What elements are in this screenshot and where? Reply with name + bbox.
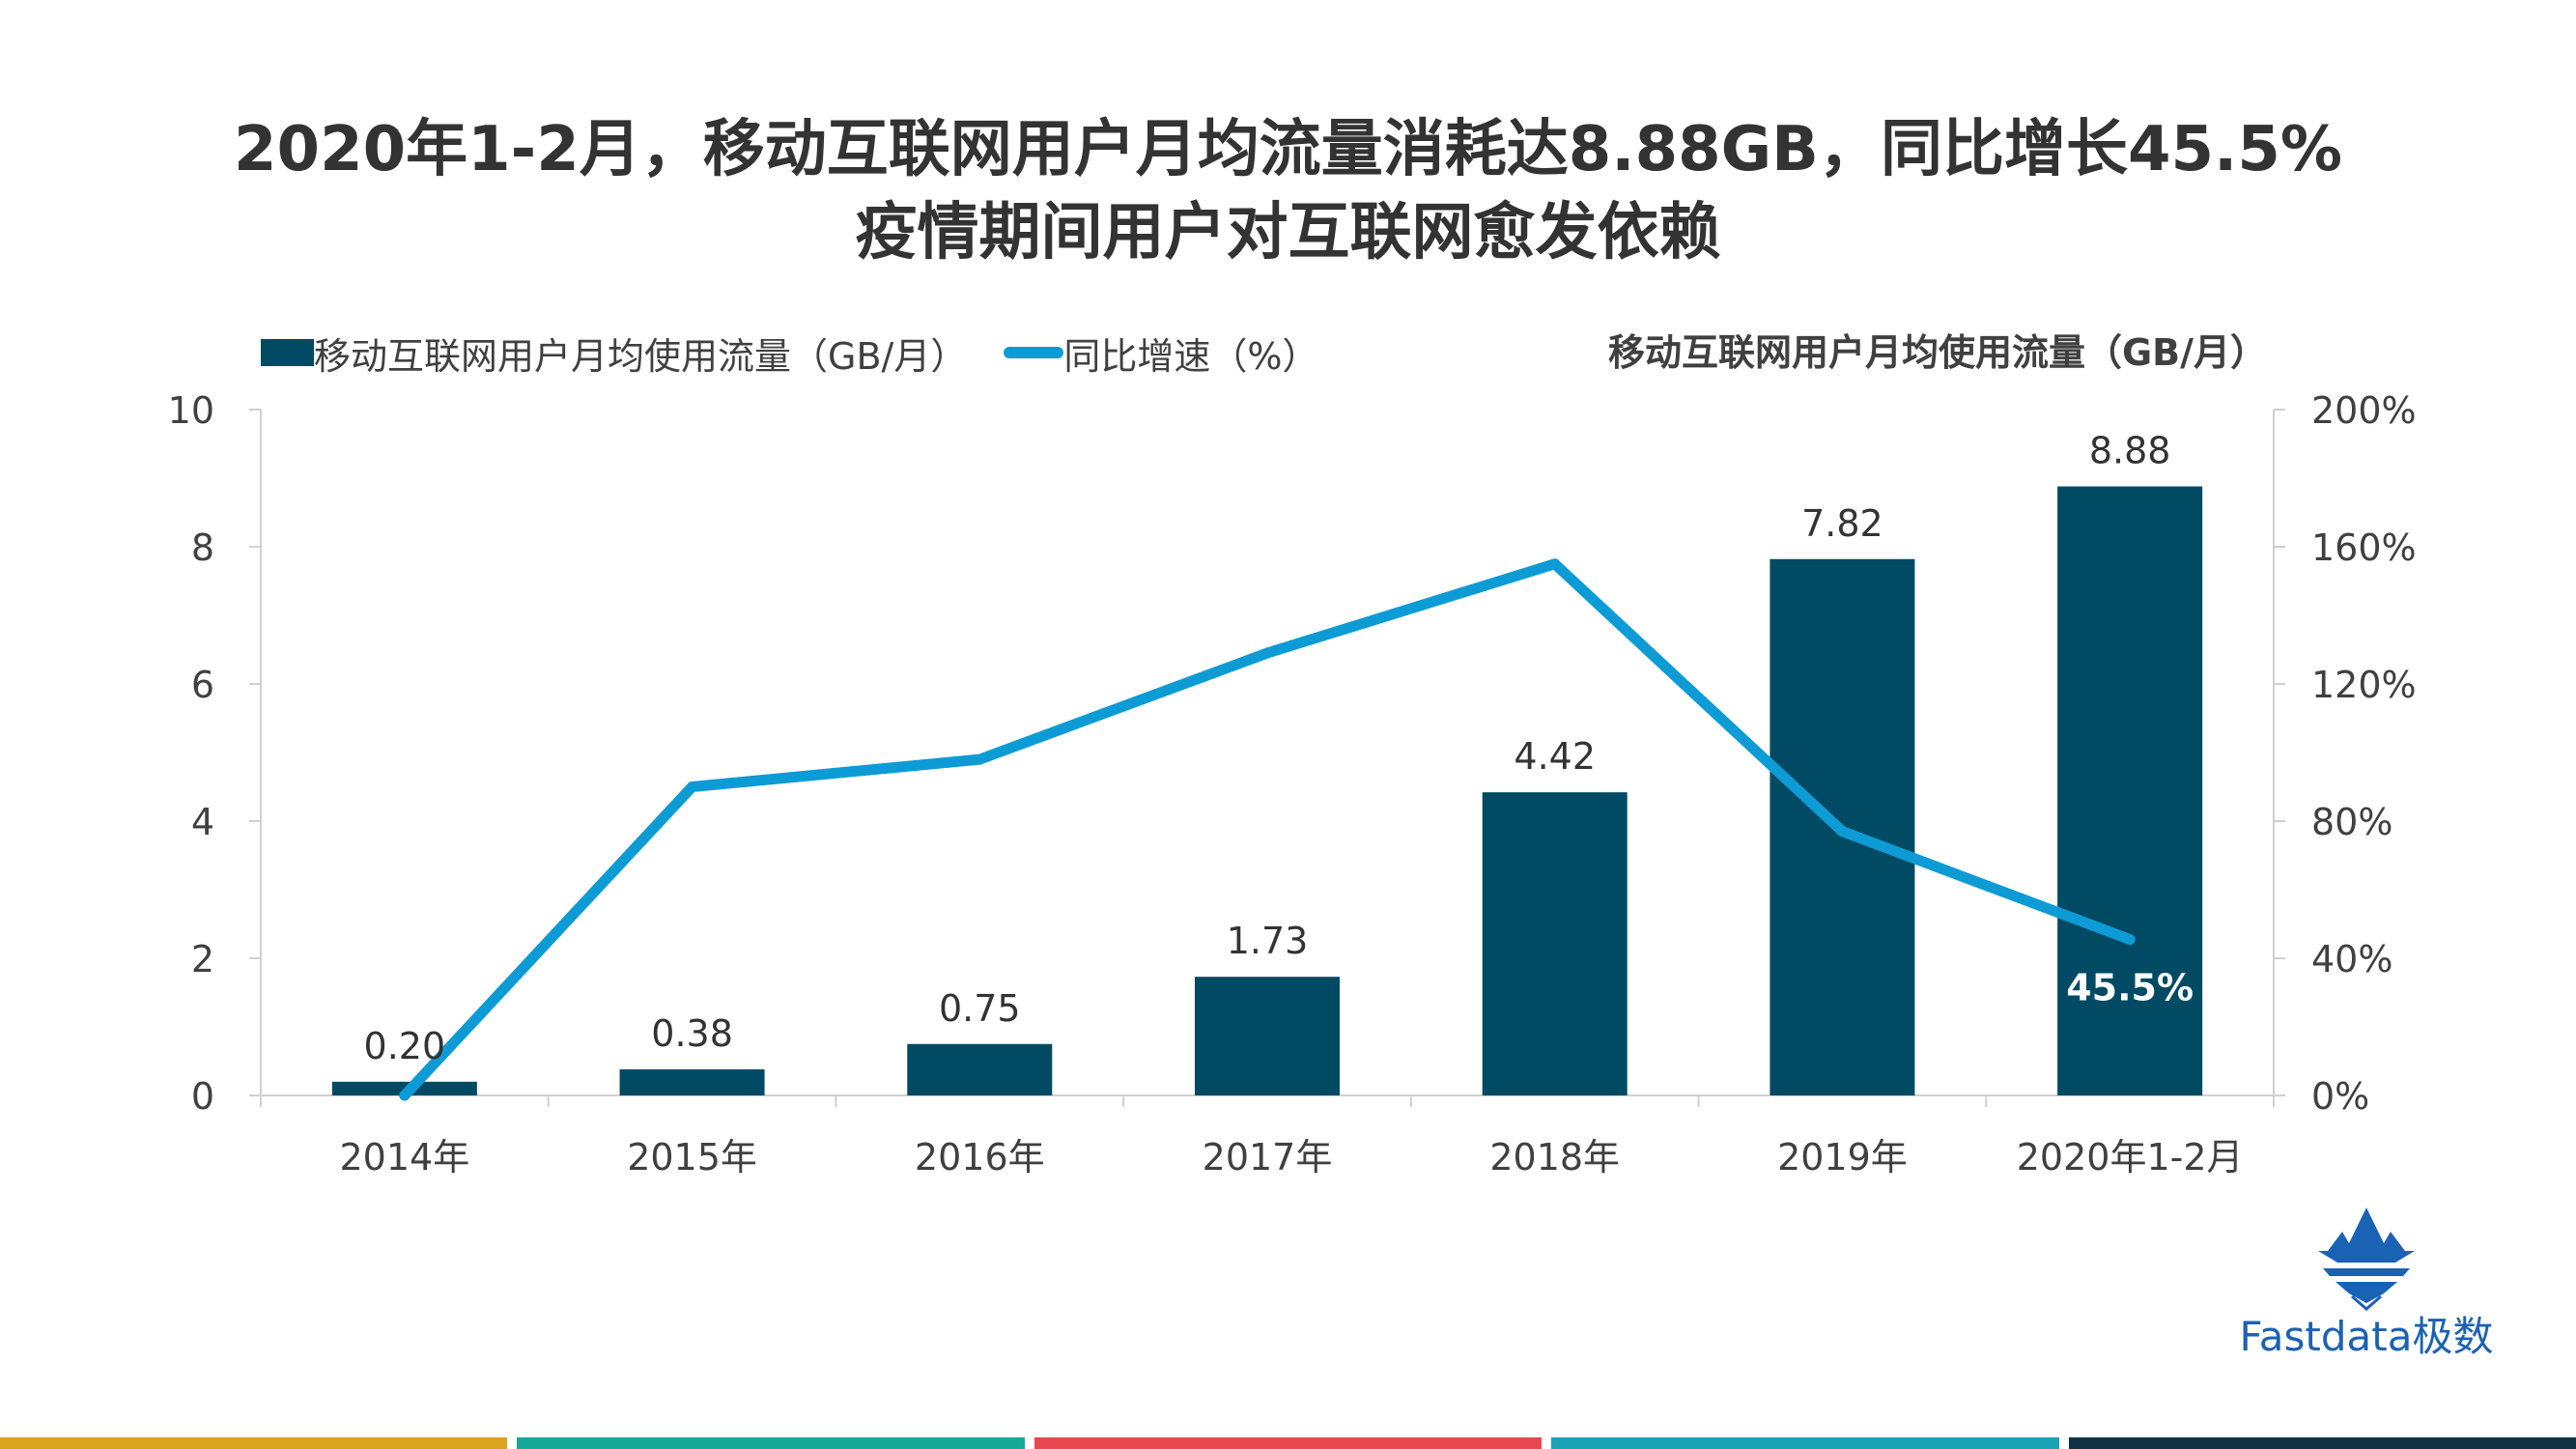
x-tick-label: 2014年 xyxy=(339,1136,469,1179)
bars xyxy=(331,486,2203,1095)
bar-data-label: 0.75 xyxy=(939,987,1021,1030)
bar xyxy=(619,1069,765,1095)
growth-rate-point xyxy=(2124,933,2136,945)
legend-line-swatch xyxy=(1004,347,1064,358)
legend: 移动互联网用户月均使用流量（GB/月） 同比增速（%） xyxy=(261,330,1355,378)
line-data-label: 45.5% xyxy=(2066,966,2194,1009)
right-axis-title: 移动互联网用户月均使用流量（GB/月） xyxy=(1607,331,2267,374)
bar-data-label: 1.73 xyxy=(1227,920,1309,962)
growth-rate-point xyxy=(1836,826,1848,838)
x-tick-label: 2018年 xyxy=(1489,1136,1620,1179)
growth-rate-point xyxy=(974,753,985,765)
footer-color-segment xyxy=(0,1437,508,1449)
data-labels: 0.20 0.38 0.75 1.73 4.42 7.82 8.88 45.5% xyxy=(364,430,2194,1067)
title-line-1: 2020年1-2月，移动互联网用户月均流量消耗达8.88GB，同比增长45.5% xyxy=(234,114,2342,185)
axes: 0 2 4 6 8 10 0% 40% 80% 120% 160% 200% 2014年 2015年 201… xyxy=(168,389,2417,1179)
left-tick-label: 6 xyxy=(191,664,214,706)
right-tick-label: 160% xyxy=(2311,526,2417,569)
x-tick-label: 2016年 xyxy=(915,1136,1045,1179)
growth-rate-point xyxy=(399,1090,410,1101)
bar xyxy=(1482,792,1628,1095)
legend-bar-swatch xyxy=(261,339,314,366)
left-tick-label: 4 xyxy=(191,801,214,843)
legend-bar-label: 移动互联网用户月均使用流量（GB/月） xyxy=(314,334,968,378)
bar-data-label: 0.38 xyxy=(651,1012,733,1055)
footer-color-segment xyxy=(2068,1437,2576,1449)
right-tick-label: 0% xyxy=(2311,1075,2369,1118)
legend-item-line: 同比增速（%） xyxy=(1004,327,1318,380)
bar-data-label: 0.20 xyxy=(364,1025,446,1067)
x-tick-label: 2017年 xyxy=(1203,1136,1333,1179)
left-tick-label: 8 xyxy=(191,526,214,569)
right-tick-label: 200% xyxy=(2311,389,2417,432)
legend-item-bar: 移动互联网用户月均使用流量（GB/月） xyxy=(261,327,967,380)
footer-color-segment xyxy=(1551,1437,2059,1449)
fastdata-logo-icon xyxy=(2318,1208,2415,1311)
bar-data-label: 8.88 xyxy=(2089,430,2171,472)
bar-data-label: 7.82 xyxy=(1801,502,1883,545)
growth-line-group xyxy=(399,558,2136,1101)
right-tick-label: 120% xyxy=(2311,664,2417,706)
bar-data-label: 4.42 xyxy=(1514,735,1596,778)
logo-text: Fastdata极数 xyxy=(2239,1313,2494,1360)
x-tick-label: 2015年 xyxy=(627,1136,757,1179)
chart-title: 2020年1-2月，移动互联网用户月均流量消耗达8.88GB，同比增长45.5%… xyxy=(0,108,2576,274)
footer-color-segment xyxy=(1033,1437,1543,1449)
x-tick-label: 2020年1-2月 xyxy=(2017,1136,2244,1179)
left-tick-label: 0 xyxy=(191,1075,214,1118)
title-line-2: 疫情期间用户对互联网愈发依赖 xyxy=(855,197,1721,269)
bar xyxy=(1195,977,1340,1095)
left-tick-label: 2 xyxy=(191,938,214,980)
legend-line-label: 同比增速（%） xyxy=(1063,334,1319,378)
growth-rate-point xyxy=(687,781,698,792)
x-tick-label: 2019年 xyxy=(1777,1136,1908,1179)
footer-color-segment xyxy=(517,1437,1025,1449)
growth-rate-point xyxy=(1261,647,1273,659)
footer-color-bar xyxy=(0,1437,2576,1449)
right-tick-label: 80% xyxy=(2311,801,2392,843)
bar xyxy=(2057,486,2203,1095)
left-tick-label: 10 xyxy=(168,389,214,432)
bar xyxy=(907,1043,1053,1095)
growth-rate-point xyxy=(1549,558,1561,570)
right-tick-label: 40% xyxy=(2311,938,2392,980)
